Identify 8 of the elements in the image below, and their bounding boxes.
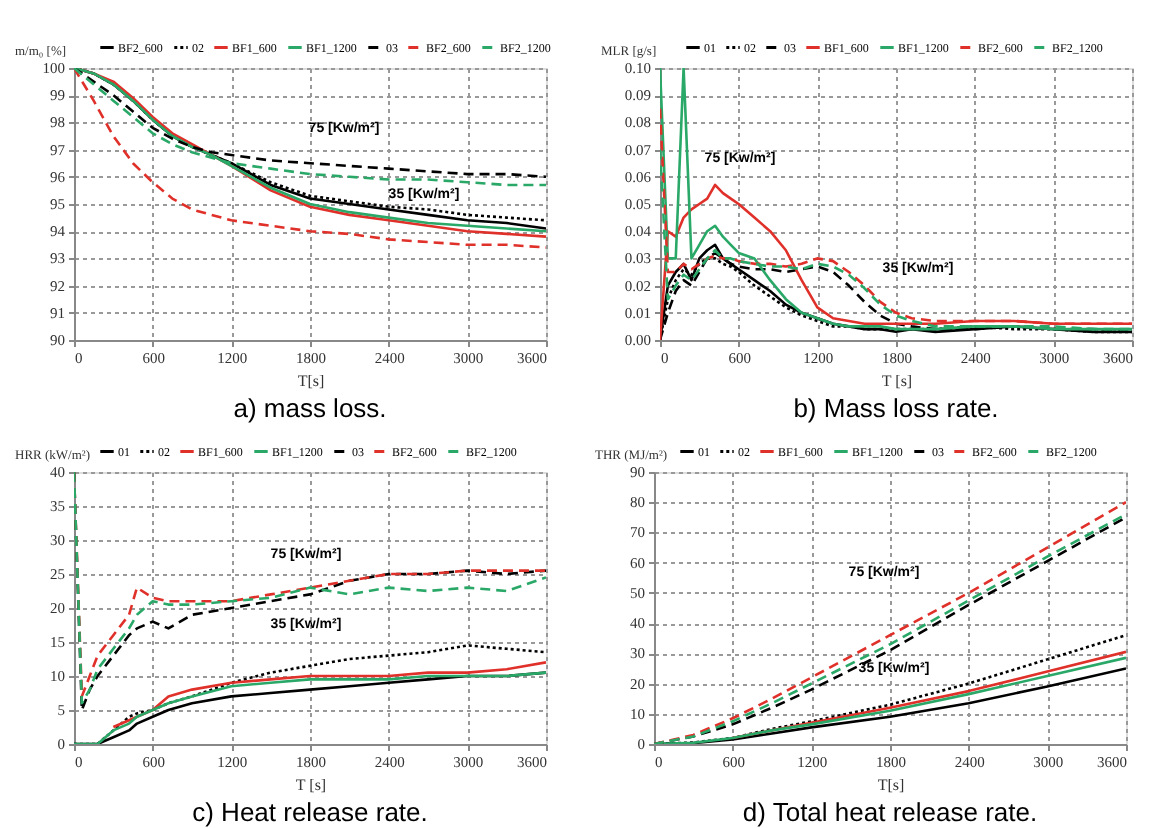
text: c) Heat release rate.: [192, 797, 428, 827]
text: d) Total heat release rate.: [742, 797, 1038, 827]
x-axis-title: T [s]: [295, 776, 327, 794]
x-axis-title: T[s]: [297, 372, 325, 390]
x-axis-title: T[s]: [877, 776, 905, 794]
x-axis-title: T [s]: [881, 372, 913, 390]
text: b) Mass loss rate.: [793, 393, 999, 423]
text: a) mass loss.: [233, 393, 387, 423]
